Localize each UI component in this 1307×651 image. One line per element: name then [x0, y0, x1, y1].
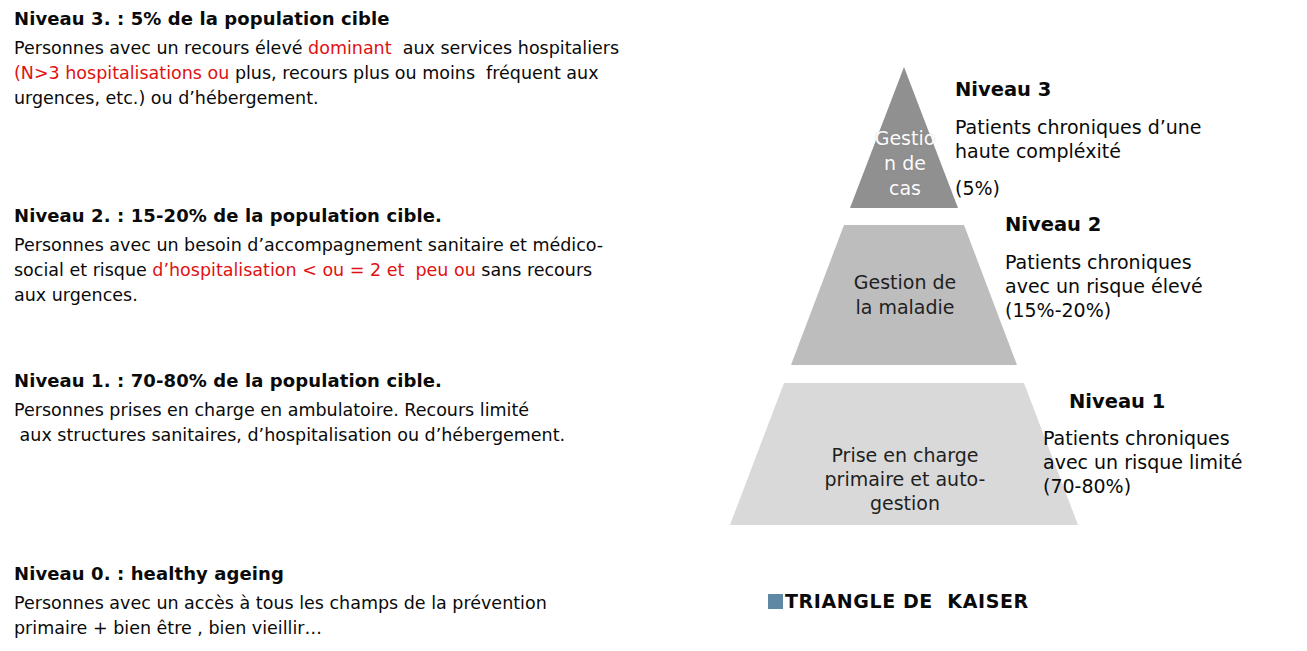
block-heading: Niveau 3. : 5% de la population cible	[14, 8, 726, 30]
text-line: Gestion de	[823, 270, 987, 295]
pyramid-level-1-shape-label: Prise en chargeprimaire et auto-gestion	[793, 443, 1017, 515]
pyramid-level-1-annotation: Niveau 1 Patients chroniquesavec un risq…	[1043, 390, 1243, 498]
text-segment: primaire + bien être , bien vieillir…	[14, 618, 322, 638]
text-line: Personnes avec un recours élevé dominant…	[14, 36, 726, 61]
highlighted-text-segment: (N>3 hospitalisations ou	[14, 63, 235, 83]
text-segment: plus, recours plus ou moins fréquent aux	[235, 63, 599, 83]
legend-square-bullet-icon	[768, 594, 783, 609]
kaiser-legend: TRIANGLE DE KAISER	[768, 590, 1029, 613]
level-label-body: Patients chroniques d’unehaute compléxit…	[955, 115, 1202, 163]
text-segment: aux structures sanitaires, d’hospitalisa…	[14, 425, 565, 445]
text-segment: sans recours	[481, 260, 592, 280]
text-line: Personnes avec un besoin d’accompagnemen…	[14, 233, 726, 258]
level-label-heading: Niveau 3	[955, 78, 1202, 101]
legend-title: TRIANGLE DE KAISER	[785, 590, 1029, 613]
text-line: haute compléxité	[955, 139, 1202, 163]
level-label-body: Patients chroniquesavec un risque élevé(…	[1005, 250, 1203, 322]
text-line: gestion	[793, 491, 1017, 515]
text-line: aux urgences.	[14, 283, 726, 308]
text-line: primaire et auto-	[793, 467, 1017, 491]
block-body: Personnes avec un besoin d’accompagnemen…	[14, 233, 726, 308]
text-line: n de	[861, 151, 949, 176]
level-label-heading: Niveau 2	[1005, 213, 1203, 236]
description-block-niveau-1: Niveau 1. : 70-80% de la population cibl…	[14, 370, 726, 448]
description-block-niveau-2: Niveau 2. : 15-20% de la population cibl…	[14, 205, 726, 308]
text-line: cas	[861, 176, 949, 201]
text-line: Prise en charge	[793, 443, 1017, 467]
pyramid-level-3-shape-label: Gestion decas	[861, 126, 949, 201]
pyramid-level-2-annotation: Niveau 2 Patients chroniquesavec un risq…	[1005, 213, 1203, 322]
level-label-heading: Niveau 1	[1069, 390, 1243, 413]
text-line: (70-80%)	[1043, 474, 1243, 498]
level-label-body: Patients chroniquesavec un risque limité…	[1043, 426, 1243, 498]
text-line: urgences, etc.) ou d’hébergement.	[14, 86, 726, 111]
text-segment: aux services hospitaliers	[392, 38, 620, 58]
text-line: (15%-20%)	[1005, 298, 1203, 322]
text-segment: Personnes avec un accès à tous les champ…	[14, 593, 547, 613]
text-line: avec un risque élevé	[1005, 274, 1203, 298]
pyramid-level-3-annotation: Niveau 3 Patients chroniques d’unehaute …	[955, 78, 1202, 200]
highlighted-text-segment: dominant	[308, 38, 392, 58]
text-line: social et risque d’hospitalisation < ou …	[14, 258, 726, 283]
text-line: Personnes prises en charge en ambulatoir…	[14, 398, 726, 423]
text-segment: aux urgences.	[14, 285, 138, 305]
kaiser-triangle-slide: Niveau 3. : 5% de la population cible Pe…	[0, 0, 1307, 651]
text-segment: Personnes avec un recours élevé	[14, 38, 308, 58]
block-heading: Niveau 2. : 15-20% de la population cibl…	[14, 205, 726, 227]
pyramid-level-2-shape-label: Gestion dela maladie	[823, 270, 987, 320]
text-line: avec un risque limité	[1043, 450, 1243, 474]
text-line: aux structures sanitaires, d’hospitalisa…	[14, 423, 726, 448]
block-heading: Niveau 1. : 70-80% de la population cibl…	[14, 370, 726, 392]
level-percentage: (5%)	[955, 176, 1202, 200]
block-body: Personnes avec un accès à tous les champ…	[14, 591, 726, 641]
text-line: Patients chroniques	[1005, 250, 1203, 274]
description-block-niveau-0: Niveau 0. : healthy ageing Personnes ave…	[14, 563, 726, 641]
text-segment: Personnes avec un besoin d’accompagnemen…	[14, 235, 603, 255]
text-line: Patients chroniques d’une	[955, 115, 1202, 139]
highlighted-text-segment: d’hospitalisation < ou = 2 et peu ou	[152, 260, 481, 280]
description-block-niveau-3: Niveau 3. : 5% de la population cible Pe…	[14, 8, 726, 111]
text-line: la maladie	[823, 295, 987, 320]
text-segment: urgences, etc.) ou d’hébergement.	[14, 88, 319, 108]
text-line: Personnes avec un accès à tous les champ…	[14, 591, 726, 616]
block-heading: Niveau 0. : healthy ageing	[14, 563, 726, 585]
text-segment: social et risque	[14, 260, 152, 280]
text-line: primaire + bien être , bien vieillir…	[14, 616, 726, 641]
block-body: Personnes prises en charge en ambulatoir…	[14, 398, 726, 448]
block-body: Personnes avec un recours élevé dominant…	[14, 36, 726, 111]
text-line: Gestio	[861, 126, 949, 151]
text-line: Patients chroniques	[1043, 426, 1243, 450]
text-line: (N>3 hospitalisations ou plus, recours p…	[14, 61, 726, 86]
text-segment: Personnes prises en charge en ambulatoir…	[14, 400, 529, 420]
